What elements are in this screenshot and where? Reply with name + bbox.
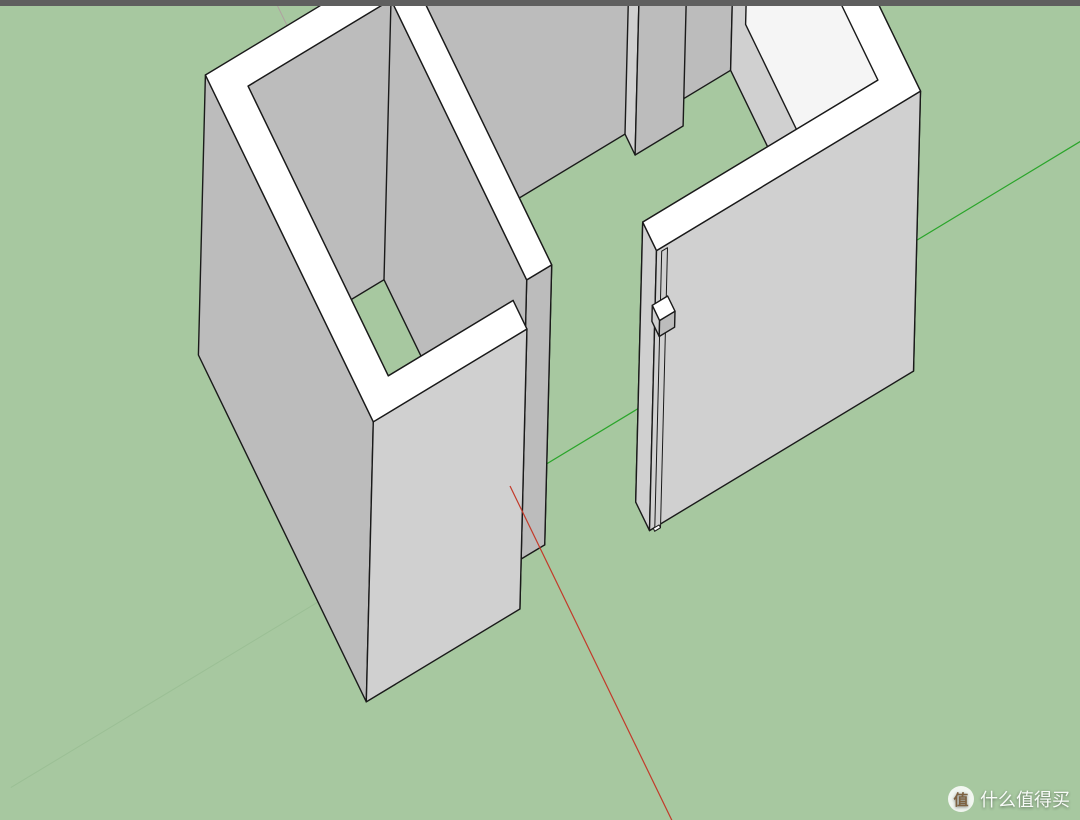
model-canvas[interactable]	[0, 6, 1080, 820]
watermark: 值 什么值得买	[948, 786, 1070, 812]
watermark-badge-icon: 值	[948, 786, 974, 812]
sketchup-viewport[interactable]: 值 什么值得买	[0, 6, 1080, 820]
watermark-text: 什么值得买	[980, 786, 1070, 812]
